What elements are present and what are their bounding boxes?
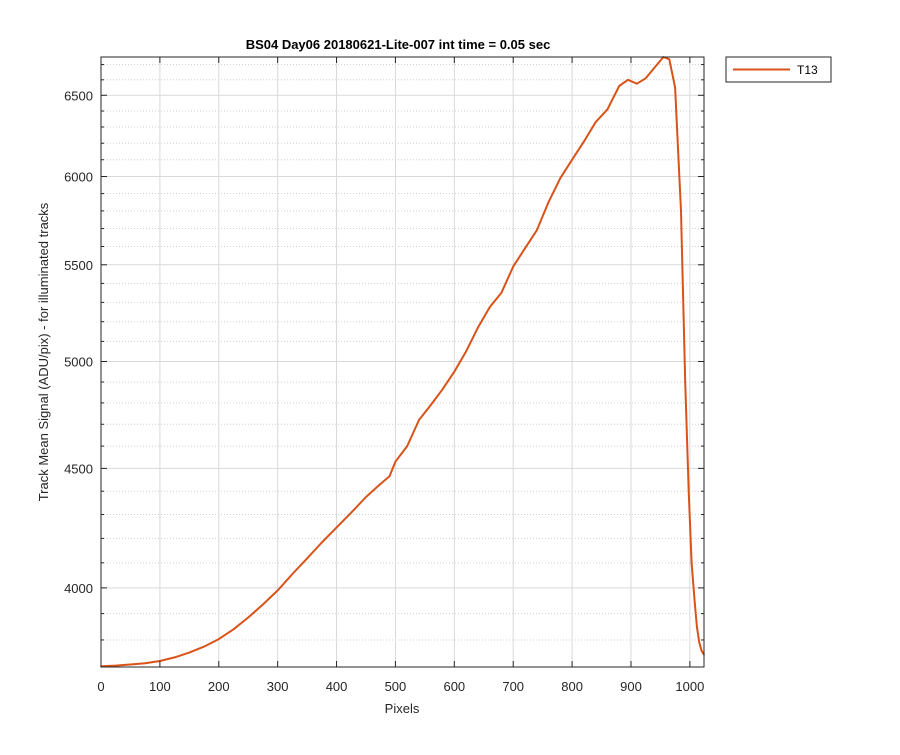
data-point: [500, 292, 503, 294]
data-point: [674, 86, 676, 89]
y-tick-label: 4000: [64, 581, 93, 596]
data-point: [684, 381, 686, 383]
data-point: [335, 526, 338, 529]
axis-ticks: [100, 57, 704, 667]
data-point: [571, 158, 573, 161]
x-tick-labels: 0 100 200 300 400 500 600 700 800 900 1000: [97, 679, 704, 694]
data-point: [173, 656, 176, 659]
y-axis-label: Track Mean Signal (ADU/pix) - for illumi…: [36, 202, 51, 501]
data-point: [583, 140, 585, 143]
data-point: [262, 603, 264, 606]
data-point: [306, 557, 308, 560]
data-point: [350, 511, 353, 514]
data-point: [365, 496, 367, 498]
data-point: [379, 483, 382, 485]
data-point: [114, 664, 117, 667]
data-point: [406, 445, 409, 447]
data-point: [129, 663, 132, 666]
data-point: [700, 649, 703, 652]
data-point: [690, 562, 693, 564]
x-tick-label: 700: [502, 679, 524, 694]
data-point: [644, 77, 647, 80]
data-point: [547, 201, 550, 203]
x-tick-label: 200: [208, 679, 230, 694]
data-point: [247, 616, 249, 619]
plot-frame: [100, 56, 705, 668]
data-point: [203, 645, 205, 648]
data-point: [680, 210, 682, 212]
data-point: [188, 651, 191, 654]
data-point: [606, 108, 609, 111]
x-tick-label: 600: [443, 679, 465, 694]
x-tick-label: 900: [620, 679, 642, 694]
data-point: [698, 641, 701, 644]
data-point: [512, 265, 514, 268]
plot-area: [101, 57, 704, 667]
x-tick-label: 500: [385, 679, 407, 694]
data-point: [488, 306, 491, 309]
x-axis-label: Pixels: [385, 701, 420, 716]
y-tick-label: 5000: [64, 354, 93, 369]
data-point: [232, 628, 235, 631]
data-point: [453, 370, 456, 373]
x-tick-label: 0: [97, 679, 104, 694]
data-point: [465, 350, 467, 353]
data-point: [218, 638, 220, 640]
y-tick-label: 5500: [64, 258, 93, 273]
data-point: [594, 121, 597, 123]
data-point: [321, 541, 323, 544]
chart-title: BS04 Day06 20180621-Lite-007 int time = …: [246, 37, 551, 52]
data-point: [687, 490, 690, 493]
data-point: [668, 58, 671, 61]
x-tick-label: 300: [267, 679, 289, 694]
series-layer: [100, 56, 705, 668]
data-point: [276, 589, 279, 592]
y-tick-labels: 4000 4500 5000 5500 6000 6500: [64, 88, 93, 596]
data-point: [477, 326, 479, 329]
data-point: [524, 247, 526, 250]
data-point: [559, 177, 562, 179]
legend[interactable]: T13: [725, 56, 832, 83]
data-point: [394, 460, 397, 463]
data-point: [144, 662, 146, 664]
data-point: [388, 475, 391, 478]
x-tick-label: 100: [149, 679, 171, 694]
legend-label-t13: T13: [797, 63, 818, 77]
data-point: [653, 66, 656, 69]
data-point: [418, 419, 420, 421]
x-tick-label: 400: [326, 679, 348, 694]
data-point: [696, 625, 698, 628]
y-tick-label: 6500: [64, 88, 93, 103]
data-point: [693, 599, 696, 602]
y-tick-label: 6000: [64, 170, 93, 185]
x-tick-label: 800: [561, 679, 583, 694]
y-tick-label: 4500: [64, 461, 93, 476]
data-point: [291, 573, 294, 575]
x-tick-label: 1000: [675, 679, 704, 694]
data-point: [618, 85, 620, 87]
data-point: [430, 404, 432, 406]
data-point: [636, 82, 638, 85]
data-point: [441, 388, 444, 391]
data-point: [627, 79, 629, 81]
data-point: [536, 229, 538, 232]
